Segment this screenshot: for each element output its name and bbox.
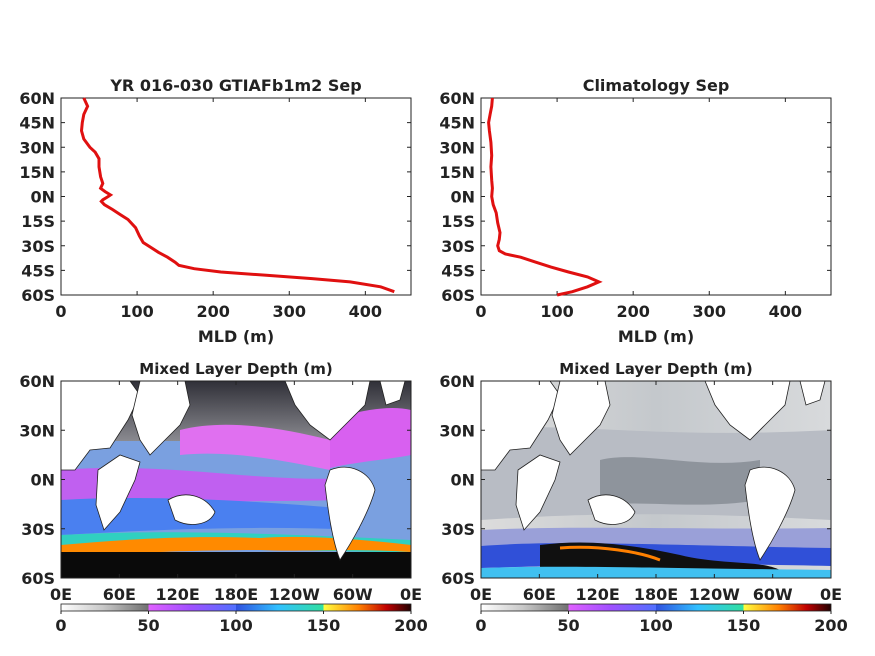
x-tick-label: 400 <box>349 302 382 321</box>
y-tick-label: 45S <box>21 261 55 280</box>
x-ticks: 0E 60E 120E 180E 120W 60W 0E <box>50 381 422 604</box>
chart-title: Mixed Layer Depth (m) <box>139 360 332 378</box>
x-axis-label: MLD (m) <box>618 327 694 346</box>
y-tick-label: 15S <box>441 212 475 231</box>
y-tick-label: 30S <box>21 237 55 256</box>
y-ticks: 60N 30N 0N 30S 60S <box>19 372 411 588</box>
x-tick-label: 300 <box>273 302 306 321</box>
colorbar <box>60 603 412 612</box>
x-tick-label: 60W <box>333 585 373 604</box>
y-tick-label: 0N <box>30 188 55 207</box>
colorbar-tick-label: 50 <box>557 616 579 635</box>
y-ticks: 60N 45N 30N 15N 0N 15S 30S 45S 60S <box>19 89 411 305</box>
colorbar-tick-label: 100 <box>639 616 672 635</box>
map-panel-right: Mixed Layer Depth (m) 0E 60E 120E 180E 120W 6… <box>439 360 847 635</box>
x-tick-label: 0E <box>400 585 422 604</box>
y-tick-label: 30N <box>439 421 475 440</box>
y-tick-label: 60N <box>439 89 475 108</box>
colorbar-tick-label: 0 <box>55 616 66 635</box>
y-tick-label: 45S <box>441 261 475 280</box>
y-tick-label: 30S <box>441 237 475 256</box>
x-tick-label: 60W <box>753 585 793 604</box>
y-tick-label: 45N <box>439 114 475 133</box>
y-tick-label: 60N <box>19 89 55 108</box>
x-tick-label: 0E <box>50 585 72 604</box>
x-tick-label: 400 <box>769 302 802 321</box>
x-tick-label: 60E <box>523 585 556 604</box>
x-tick-label: 60E <box>103 585 136 604</box>
y-tick-label: 0N <box>450 471 475 490</box>
chart-title: YR 016-030 GTIAFb1m2 Sep <box>109 76 361 95</box>
x-tick-label: 120E <box>576 585 620 604</box>
y-tick-label: 60S <box>21 569 55 588</box>
x-tick-label: 0 <box>55 302 66 321</box>
x-tick-label: 0E <box>470 585 492 604</box>
x-tick-label: 120E <box>156 585 200 604</box>
x-tick-label: 120W <box>689 585 740 604</box>
colorbar-tick-label: 0 <box>475 616 486 635</box>
x-tick-label: 100 <box>120 302 153 321</box>
y-tick-label: 45N <box>19 114 55 133</box>
y-tick-label: 30N <box>19 138 55 157</box>
y-tick-label: 30S <box>21 520 55 539</box>
y-tick-label: 15N <box>439 163 475 182</box>
chart-title: Mixed Layer Depth (m) <box>559 360 752 378</box>
x-ticks: 0 100 200 300 400 <box>475 98 802 321</box>
heatmap-field <box>60 380 411 578</box>
y-tick-label: 60S <box>441 569 475 588</box>
y-tick-label: 0N <box>450 188 475 207</box>
colorbar-tick-label: 150 <box>727 616 760 635</box>
series-line <box>79 97 395 294</box>
x-tick-label: 180E <box>634 585 678 604</box>
y-tick-label: 30N <box>19 421 55 440</box>
colorbar-tick-label: 200 <box>394 616 427 635</box>
x-ticks: 0E 60E 120E 180E 120W 60W 0E <box>470 381 842 604</box>
y-ticks: 60N 45N 30N 15N 0N 15S 30S 45S 60S <box>439 89 831 305</box>
y-tick-label: 60N <box>439 372 475 391</box>
colorbar-ticks: 0 50 100 150 200 <box>475 611 848 635</box>
y-tick-label: 15S <box>21 212 55 231</box>
profile-panel-right: Climatology Sep 0 100 200 300 400 60N 45N 30N 1… <box>439 76 832 346</box>
plot-area <box>60 97 412 296</box>
y-tick-label: 30N <box>439 138 475 157</box>
y-tick-label: 15N <box>19 163 55 182</box>
colorbar-ticks: 0 50 100 150 200 <box>55 611 428 635</box>
colorbar <box>480 603 832 612</box>
y-tick-label: 0N <box>30 471 55 490</box>
x-tick-label: 100 <box>540 302 573 321</box>
y-tick-label: 60S <box>21 286 55 305</box>
colorbar-tick-label: 200 <box>814 616 847 635</box>
x-tick-label: 180E <box>214 585 258 604</box>
x-tick-label: 200 <box>616 302 649 321</box>
x-tick-label: 0 <box>475 302 486 321</box>
x-tick-label: 120W <box>269 585 320 604</box>
x-tick-label: 0E <box>820 585 842 604</box>
x-axis-label: MLD (m) <box>198 327 274 346</box>
y-tick-label: 30S <box>441 520 475 539</box>
colorbar-tick-label: 50 <box>137 616 159 635</box>
y-tick-label: 60N <box>19 372 55 391</box>
x-ticks: 0 100 200 300 400 <box>55 98 382 321</box>
series-line <box>487 97 603 297</box>
profile-panel-left: YR 016-030 GTIAFb1m2 Sep 0 100 200 300 400 6… <box>19 76 412 346</box>
colorbar-tick-label: 150 <box>307 616 340 635</box>
x-tick-label: 200 <box>196 302 229 321</box>
heatmap-field <box>480 380 831 578</box>
x-tick-label: 300 <box>693 302 726 321</box>
y-ticks: 60N 30N 0N 30S 60S <box>439 372 831 588</box>
y-tick-label: 60S <box>441 286 475 305</box>
map-panel-left: Mixed Layer Depth (m) 0E 60E 120E 180E 120W 6… <box>19 360 427 635</box>
colorbar-tick-label: 100 <box>219 616 252 635</box>
chart-title: Climatology Sep <box>583 76 730 95</box>
plot-area <box>480 97 832 296</box>
